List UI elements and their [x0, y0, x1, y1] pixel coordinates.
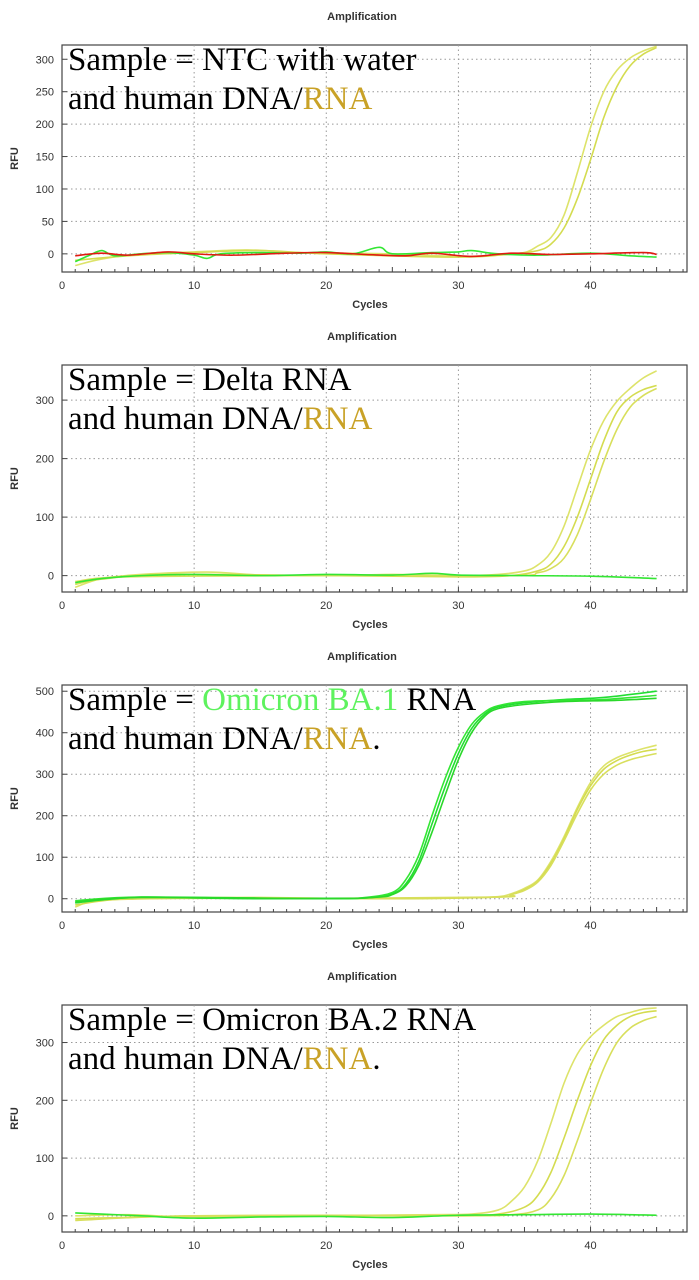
x-tick-label: 10: [188, 280, 200, 292]
x-tick-label: 20: [320, 1240, 332, 1252]
y-tick-label: 300: [36, 769, 54, 781]
annotation-segment: Omicron BA.1: [202, 682, 398, 718]
amplification-chart-2: Amplification 0 10 20 30 40 0 100 200 300 Cycles RF…: [9, 331, 688, 631]
amplification-chart-1: Amplification 0 10 20 30 40 0 50 100 150 200 250 300…: [9, 11, 688, 311]
sample-annotation-line-1: Sample = Delta RNA: [68, 362, 352, 398]
y-tick-label: 300: [36, 54, 54, 66]
amplification-chart-4: Amplification 0 10 20 30 40 0 100 200 300 Cycles RF…: [9, 971, 688, 1271]
x-tick-label: 0: [59, 280, 65, 292]
y-tick-label: 0: [48, 249, 54, 261]
chart-title: Amplification: [327, 331, 397, 343]
x-tick-label: 40: [584, 1240, 596, 1252]
x-tick-label: 0: [59, 920, 65, 932]
x-tick-label: 20: [320, 920, 332, 932]
annotation-segment: Sample = Omicron BA.2 RNA: [68, 1002, 476, 1038]
annotation-segment: Sample = NTC with water: [68, 42, 417, 78]
x-axis-label: Cycles: [352, 299, 387, 311]
sample-annotation-line-2: and human DNA/RNA.: [68, 721, 381, 757]
annotation-segment: RNA: [303, 1041, 373, 1077]
y-tick-label: 200: [36, 119, 54, 131]
x-tick-label: 10: [188, 600, 200, 612]
sample-annotation-line-1: Sample = Omicron BA.1 RNA: [68, 682, 476, 718]
x-tick-label: 20: [320, 280, 332, 292]
annotation-segment: RNA: [398, 682, 476, 718]
amplification-curve-1: [74, 370, 657, 589]
y-tick-label: 100: [36, 1153, 54, 1165]
y-tick-label: 400: [36, 728, 54, 740]
sample-annotation-line-2: and human DNA/RNA: [68, 81, 372, 117]
plot-area: [61, 684, 688, 913]
y-tick-label: 100: [36, 184, 54, 196]
y-tick-label: 200: [36, 454, 54, 466]
y-tick-label: 50: [42, 216, 54, 228]
x-tick-label: 40: [584, 600, 596, 612]
plot-area: [61, 364, 688, 593]
chart-title: Amplification: [327, 11, 397, 23]
annotation-segment: RNA: [303, 401, 373, 437]
y-axis-label: RFU: [9, 1107, 21, 1130]
y-tick-label: 300: [36, 395, 54, 407]
annotation-segment: RNA: [303, 721, 373, 757]
x-axis-label: Cycles: [352, 939, 387, 951]
y-tick-label: 0: [48, 894, 54, 906]
amplification-curve-3: [75, 1015, 657, 1222]
y-axis-label: RFU: [9, 467, 21, 490]
sample-annotation-line-2: and human DNA/RNA.: [68, 1041, 381, 1077]
y-tick-label: 150: [36, 152, 54, 164]
x-axis-label: Cycles: [352, 1259, 387, 1271]
x-tick-label: 10: [188, 1240, 200, 1252]
x-tick-label: 20: [320, 600, 332, 612]
annotation-segment: .: [372, 1041, 380, 1077]
annotation-segment: and human DNA/: [68, 1041, 303, 1077]
chart-title: Amplification: [327, 651, 397, 663]
annotation-segment: and human DNA/: [68, 81, 303, 117]
chart-title: Amplification: [327, 971, 397, 983]
x-tick-label: 0: [59, 600, 65, 612]
y-tick-label: 0: [48, 1211, 54, 1223]
x-tick-label: 30: [452, 920, 464, 932]
annotation-segment: and human DNA/: [68, 401, 303, 437]
sample-annotation-line-1: Sample = NTC with water: [68, 42, 417, 78]
y-tick-label: 300: [36, 1038, 54, 1050]
plot-area: [61, 44, 688, 273]
y-tick-label: 500: [36, 686, 54, 698]
amplification-curve-4: [75, 572, 657, 584]
amplification-curve-6: [75, 697, 657, 903]
annotation-segment: RNA: [303, 81, 373, 117]
x-tick-label: 30: [452, 280, 464, 292]
x-tick-label: 40: [584, 920, 596, 932]
x-tick-label: 0: [59, 1240, 65, 1252]
annotation-segment: and human DNA/: [68, 721, 303, 757]
y-tick-label: 200: [36, 1095, 54, 1107]
y-tick-label: 250: [36, 87, 54, 99]
x-tick-label: 10: [188, 920, 200, 932]
x-tick-label: 40: [584, 280, 596, 292]
amplification-curve-4: [75, 251, 657, 258]
y-axis-label: RFU: [9, 147, 21, 170]
y-axis-label: RFU: [9, 787, 21, 810]
annotation-segment: .: [372, 721, 380, 757]
sample-annotation-line-2: and human DNA/RNA: [68, 401, 372, 437]
sample-annotation-line-1: Sample = Omicron BA.2 RNA: [68, 1002, 476, 1038]
y-tick-label: 100: [36, 852, 54, 864]
annotation-segment: Sample =: [68, 682, 202, 718]
y-tick-label: 200: [36, 811, 54, 823]
annotation-segment: Sample = Delta RNA: [68, 362, 352, 398]
plot-area: [61, 1004, 688, 1233]
y-tick-label: 0: [48, 571, 54, 583]
x-tick-label: 30: [452, 600, 464, 612]
amplification-curve-4: [75, 1212, 657, 1219]
amplification-curve-2: [75, 46, 657, 262]
y-tick-label: 100: [36, 512, 54, 524]
x-axis-label: Cycles: [352, 619, 387, 631]
x-tick-label: 30: [452, 1240, 464, 1252]
